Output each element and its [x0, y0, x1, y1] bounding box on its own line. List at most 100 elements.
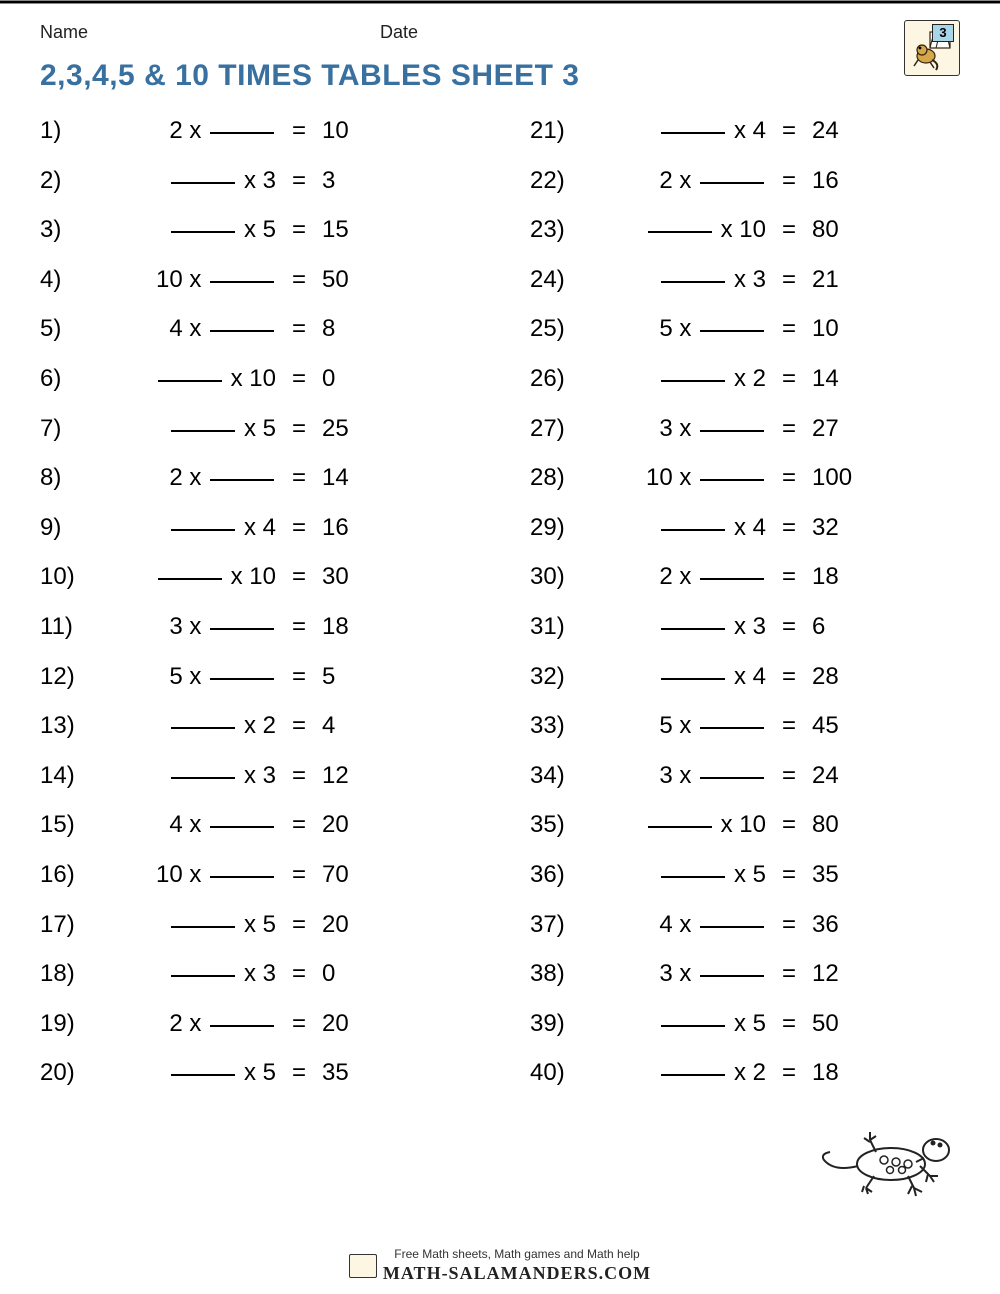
- answer-blank[interactable]: [661, 281, 725, 283]
- equals-sign: =: [276, 663, 322, 691]
- answer-blank[interactable]: [700, 578, 764, 580]
- answer-blank[interactable]: [700, 330, 764, 332]
- answer-blank[interactable]: [700, 479, 764, 481]
- answer-blank[interactable]: [210, 1025, 274, 1027]
- problem-result: 15: [322, 216, 382, 244]
- problem-row: 39) x 5=50: [530, 1010, 960, 1046]
- answer-blank[interactable]: [700, 926, 764, 928]
- answer-blank[interactable]: [661, 628, 725, 630]
- equals-sign: =: [276, 514, 322, 542]
- problem-row: 11)3 x =18: [40, 613, 470, 649]
- answer-blank[interactable]: [210, 330, 274, 332]
- equals-sign: =: [766, 167, 812, 195]
- answer-blank[interactable]: [700, 182, 764, 184]
- answer-blank[interactable]: [171, 231, 235, 233]
- problem-number: 18): [40, 960, 96, 988]
- answer-blank[interactable]: [700, 430, 764, 432]
- problem-number: 30): [530, 563, 586, 591]
- page-footer: Free Math sheets, Math games and Math he…: [0, 1247, 1000, 1284]
- equals-sign: =: [276, 712, 322, 740]
- answer-blank[interactable]: [661, 876, 725, 878]
- answer-blank[interactable]: [661, 380, 725, 382]
- problem-number: 4): [40, 266, 96, 294]
- problem-result: 30: [322, 563, 382, 591]
- problem-row: 4)10 x =50: [40, 266, 470, 302]
- answer-blank[interactable]: [700, 727, 764, 729]
- problem-row: 5)4 x =8: [40, 315, 470, 351]
- answer-blank[interactable]: [700, 777, 764, 779]
- equals-sign: =: [766, 663, 812, 691]
- problem-row: 9) x 4=16: [40, 514, 470, 550]
- answer-blank[interactable]: [171, 182, 235, 184]
- problem-number: 33): [530, 712, 586, 740]
- problem-row: 8)2 x =14: [40, 464, 470, 500]
- problem-expression: x 5: [96, 1059, 276, 1087]
- answer-blank[interactable]: [210, 132, 274, 134]
- answer-blank[interactable]: [171, 529, 235, 531]
- problem-result: 0: [322, 365, 382, 393]
- problem-number: 9): [40, 514, 96, 542]
- problem-row: 20) x 5=35: [40, 1059, 470, 1095]
- problem-expression: 5 x: [96, 663, 276, 691]
- equals-sign: =: [276, 216, 322, 244]
- problem-row: 32) x 4=28: [530, 663, 960, 699]
- answer-blank[interactable]: [700, 975, 764, 977]
- problem-row: 14) x 3=12: [40, 762, 470, 798]
- problem-expression: 2 x: [96, 1010, 276, 1038]
- problem-expression: 10 x: [96, 861, 276, 889]
- answer-blank[interactable]: [210, 628, 274, 630]
- answer-blank[interactable]: [171, 975, 235, 977]
- answer-blank[interactable]: [648, 826, 712, 828]
- answer-blank[interactable]: [210, 826, 274, 828]
- problem-expression: 2 x: [96, 117, 276, 145]
- answer-blank[interactable]: [171, 430, 235, 432]
- problem-number: 34): [530, 762, 586, 790]
- problem-number: 36): [530, 861, 586, 889]
- grade-number: 3: [932, 24, 954, 42]
- answer-blank[interactable]: [210, 281, 274, 283]
- problem-number: 22): [530, 167, 586, 195]
- answer-blank[interactable]: [210, 479, 274, 481]
- answer-blank[interactable]: [661, 529, 725, 531]
- problem-result: 18: [812, 563, 872, 591]
- problem-number: 26): [530, 365, 586, 393]
- equals-sign: =: [276, 1010, 322, 1038]
- problem-result: 32: [812, 514, 872, 542]
- problem-number: 21): [530, 117, 586, 145]
- answer-blank[interactable]: [171, 727, 235, 729]
- problem-result: 14: [322, 464, 382, 492]
- answer-blank[interactable]: [661, 678, 725, 680]
- problem-number: 2): [40, 167, 96, 195]
- problem-number: 20): [40, 1059, 96, 1087]
- answer-blank[interactable]: [171, 1074, 235, 1076]
- problem-result: 3: [322, 167, 382, 195]
- equals-sign: =: [766, 762, 812, 790]
- answer-blank[interactable]: [171, 777, 235, 779]
- name-label: Name: [40, 22, 380, 43]
- problem-expression: 3 x: [586, 415, 766, 443]
- answer-blank[interactable]: [210, 876, 274, 878]
- problem-result: 6: [812, 613, 872, 641]
- answer-blank[interactable]: [648, 231, 712, 233]
- equals-sign: =: [276, 762, 322, 790]
- answer-blank[interactable]: [661, 132, 725, 134]
- problem-result: 21: [812, 266, 872, 294]
- equals-sign: =: [766, 514, 812, 542]
- problem-expression: 2 x: [586, 167, 766, 195]
- problem-result: 16: [322, 514, 382, 542]
- equals-sign: =: [276, 464, 322, 492]
- answer-blank[interactable]: [210, 678, 274, 680]
- answer-blank[interactable]: [661, 1074, 725, 1076]
- answer-blank[interactable]: [158, 380, 222, 382]
- problem-expression: 2 x: [96, 464, 276, 492]
- equals-sign: =: [276, 117, 322, 145]
- problem-row: 21) x 4=24: [530, 117, 960, 153]
- problem-number: 17): [40, 911, 96, 939]
- answer-blank[interactable]: [661, 1025, 725, 1027]
- answer-blank[interactable]: [158, 578, 222, 580]
- equals-sign: =: [276, 960, 322, 988]
- problem-expression: x 2: [586, 1059, 766, 1087]
- problem-result: 4: [322, 712, 382, 740]
- problem-number: 25): [530, 315, 586, 343]
- answer-blank[interactable]: [171, 926, 235, 928]
